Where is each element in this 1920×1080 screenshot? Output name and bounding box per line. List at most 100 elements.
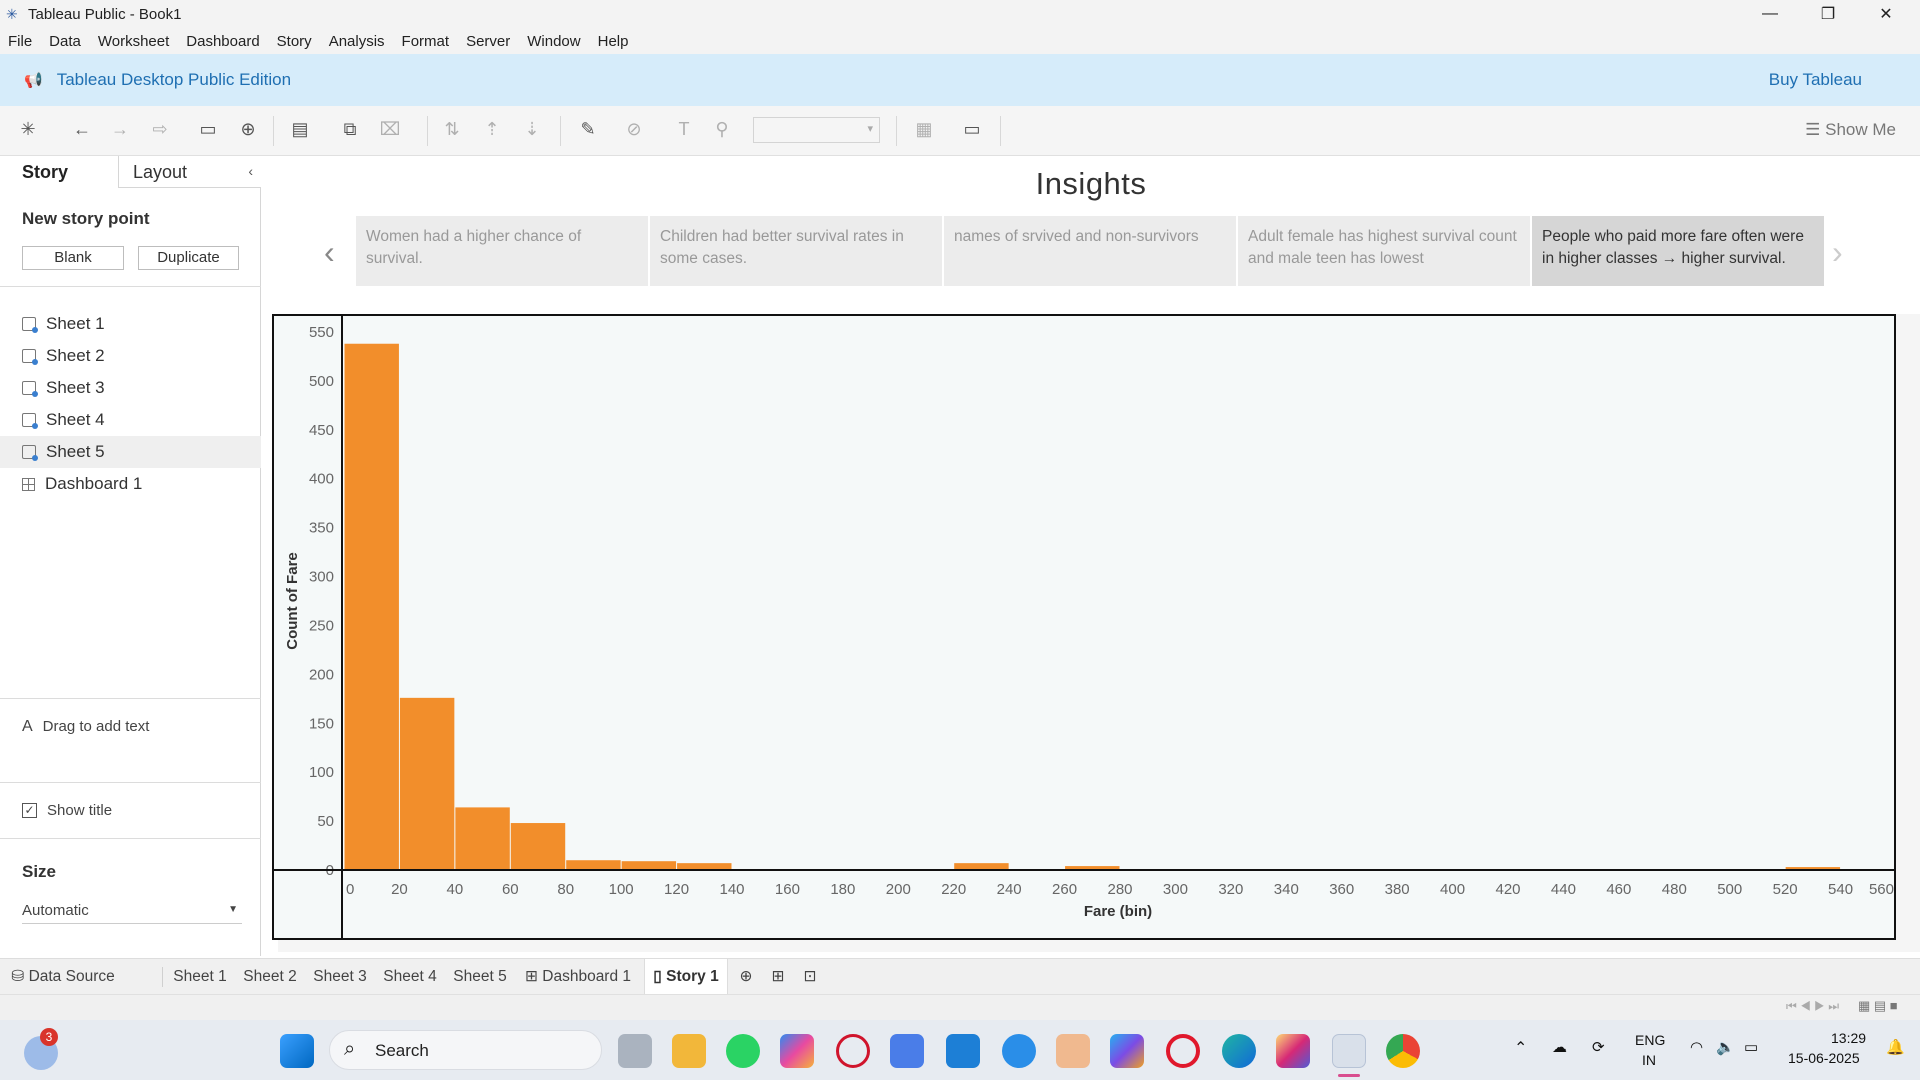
clock-date[interactable]: 15-06-2025 — [1788, 1050, 1860, 1066]
histogram-bar[interactable] — [677, 863, 731, 870]
help-icon[interactable] — [1002, 1034, 1036, 1068]
sort-descending-icon[interactable]: ⇣ — [520, 119, 544, 140]
size-select[interactable]: Automatic ▼ — [22, 902, 242, 924]
swap-axes-icon[interactable]: ⇅ — [440, 119, 464, 140]
story-point-3[interactable]: names of srvived and non-survivors — [944, 216, 1236, 286]
volume-icon[interactable]: 🔈 — [1716, 1038, 1735, 1056]
menu-help[interactable]: Help — [598, 33, 629, 50]
tab-sheet-1[interactable]: Sheet 1 — [166, 959, 234, 994]
new-dashboard-tab-icon[interactable]: ⊞ — [764, 959, 792, 994]
pin-axes-icon[interactable]: ⚲ — [710, 119, 734, 140]
show-cards-icon[interactable]: ▦ — [912, 119, 936, 140]
duplicate-sheet-icon[interactable]: ⧉ — [338, 119, 362, 140]
avatar-app-icon[interactable] — [1056, 1034, 1090, 1068]
histogram-bar[interactable] — [622, 861, 676, 870]
clear-sheet-icon[interactable]: ⌧ — [378, 119, 402, 140]
edge-icon[interactable] — [1222, 1034, 1256, 1068]
tab-sheet-5[interactable]: Sheet 5 — [446, 959, 514, 994]
fit-select[interactable] — [753, 117, 880, 143]
dashboard-item-1[interactable]: Dashboard 1 — [0, 468, 261, 500]
histogram-bar[interactable] — [511, 823, 565, 870]
onedrive-icon[interactable]: ☁ — [1552, 1038, 1567, 1056]
tab-story-1[interactable]: ▯ Story 1 — [644, 959, 728, 994]
menu-server[interactable]: Server — [466, 33, 510, 50]
story-point-1[interactable]: Women had a higher chance of survival. — [356, 216, 648, 286]
story-point-4[interactable]: Adult female has highest survival count … — [1238, 216, 1530, 286]
minimize-button[interactable]: — — [1742, 0, 1798, 28]
show-title-checkbox[interactable]: ✓ Show title — [22, 802, 112, 819]
new-story-tab-icon[interactable]: ⊡ — [796, 959, 824, 994]
undo-icon[interactable]: ← — [70, 119, 94, 140]
sheet-item-4[interactable]: Sheet 4 — [0, 404, 261, 436]
show-me-button[interactable]: ☰ Show Me — [1805, 120, 1896, 140]
save-icon[interactable]: ▭ — [196, 119, 220, 140]
opera-icon[interactable] — [1166, 1034, 1200, 1068]
tableau-home-icon[interactable]: ✳ — [16, 119, 40, 140]
tab-sheet-3[interactable]: Sheet 3 — [306, 959, 374, 994]
menu-dashboard[interactable]: Dashboard — [186, 33, 259, 50]
tab-data-source[interactable]: ⛁ Data Source — [8, 959, 118, 994]
show-mark-labels-icon[interactable]: T — [672, 119, 696, 140]
taskbar-search[interactable]: ⌕ Search — [329, 1030, 602, 1070]
previous-story-point-icon[interactable]: ‹ — [324, 234, 335, 271]
duplicate-button[interactable]: Duplicate — [138, 246, 239, 270]
whatsapp-icon[interactable] — [726, 1034, 760, 1068]
menu-worksheet[interactable]: Worksheet — [98, 33, 169, 50]
group-members-icon[interactable]: ⊘ — [622, 119, 646, 140]
drag-to-add-text[interactable]: A Drag to add text — [22, 718, 149, 736]
tab-sheet-2[interactable]: Sheet 2 — [236, 959, 304, 994]
replay-icon[interactable]: ⇨ — [148, 119, 172, 140]
copilot-icon[interactable] — [780, 1034, 814, 1068]
new-worksheet-icon[interactable]: ▤ — [288, 119, 312, 140]
menu-story[interactable]: Story — [277, 33, 312, 50]
microsoft-store-icon[interactable] — [890, 1034, 924, 1068]
sheet-item-1[interactable]: Sheet 1 — [0, 308, 261, 340]
new-worksheet-tab-icon[interactable]: ⊕ — [732, 959, 760, 994]
show-hidden-icons-icon[interactable]: ⌃ — [1514, 1038, 1527, 1058]
highlight-icon[interactable]: ✎ — [576, 119, 600, 140]
sheet-item-2[interactable]: Sheet 2 — [0, 340, 261, 372]
sync-icon[interactable]: ⟳ — [1592, 1038, 1605, 1056]
language-line-2[interactable]: IN — [1642, 1052, 1656, 1068]
wifi-icon[interactable]: ◠ — [1690, 1038, 1703, 1056]
blank-button[interactable]: Blank — [22, 246, 124, 270]
tab-navigation-icon[interactable]: ⏮ ◀ ▶ ⏭ — [1786, 999, 1839, 1014]
opera-gx-icon[interactable] — [836, 1034, 870, 1068]
sort-ascending-icon[interactable]: ⇡ — [480, 119, 504, 140]
windows-start-icon[interactable] — [280, 1034, 314, 1068]
histogram-bar[interactable] — [954, 863, 1008, 870]
chrome-icon[interactable] — [1386, 1034, 1420, 1068]
restore-button[interactable]: ❐ — [1800, 0, 1856, 28]
presentation-mode-icon[interactable]: ▭ — [960, 119, 984, 140]
histogram-bar[interactable] — [455, 807, 509, 870]
sheet-item-5[interactable]: Sheet 5 — [0, 436, 261, 468]
view-grid-icon[interactable]: ▦ ▤ ■ — [1858, 998, 1898, 1014]
menu-analysis[interactable]: Analysis — [329, 33, 385, 50]
histogram-bar[interactable] — [566, 860, 620, 870]
buy-tableau-link[interactable]: Buy Tableau — [1769, 70, 1862, 90]
story-point-5[interactable]: People who paid more fare often were in … — [1532, 216, 1824, 286]
menu-format[interactable]: Format — [402, 33, 450, 50]
menu-file[interactable]: File — [8, 33, 32, 50]
histogram-bar[interactable] — [400, 698, 454, 870]
language-line-1[interactable]: ENG — [1635, 1032, 1665, 1048]
tableau-taskbar-icon[interactable] — [1332, 1034, 1366, 1068]
clock-time[interactable]: 13:29 — [1831, 1030, 1866, 1046]
tab-story[interactable]: Story — [0, 156, 118, 188]
file-explorer-icon[interactable] — [672, 1034, 706, 1068]
menu-data[interactable]: Data — [49, 33, 81, 50]
next-story-point-icon[interactable]: › — [1832, 234, 1843, 271]
task-view-icon[interactable] — [618, 1034, 652, 1068]
close-button[interactable]: ✕ — [1858, 0, 1914, 28]
tab-dashboard-1[interactable]: ⊞ Dashboard 1 — [520, 959, 636, 994]
redo-icon[interactable]: → — [108, 119, 132, 140]
instagram-icon[interactable] — [1276, 1034, 1310, 1068]
histogram-bar[interactable] — [345, 344, 399, 870]
add-data-source-icon[interactable]: ⊕ — [236, 119, 260, 140]
collapse-panel-icon[interactable]: ‹ — [248, 163, 253, 179]
m365-icon[interactable] — [1110, 1034, 1144, 1068]
sheet-item-3[interactable]: Sheet 3 — [0, 372, 261, 404]
notifications-icon[interactable]: 🔔 — [1886, 1038, 1905, 1056]
tab-sheet-4[interactable]: Sheet 4 — [376, 959, 444, 994]
tab-layout[interactable]: Layout ‹ — [118, 156, 261, 188]
